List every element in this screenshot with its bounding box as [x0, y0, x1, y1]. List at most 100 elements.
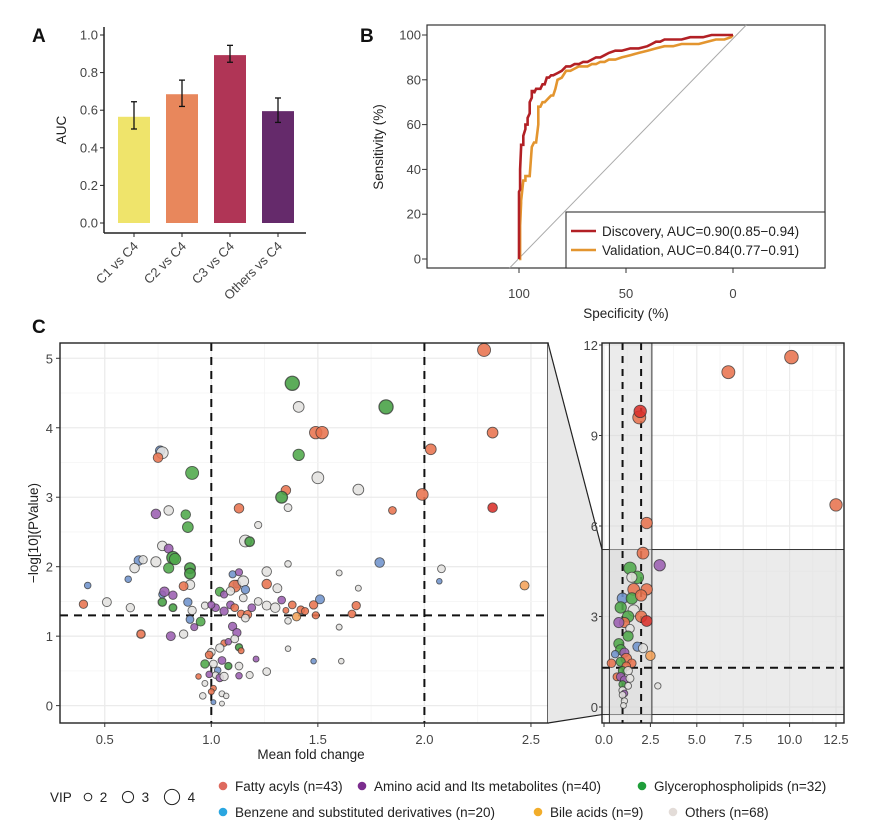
panel-b-y-axis-title: Sensitivity (%) — [371, 104, 386, 190]
panel-c-x-tick-label: 1.5 — [309, 732, 327, 747]
panel-c-inset-point-ot — [623, 666, 633, 676]
panel-c-point-gp — [284, 375, 300, 391]
panel-c-inset-point-fa — [829, 498, 843, 512]
panel-c-point-aa — [190, 623, 199, 632]
panel-c-point-fa — [152, 452, 164, 463]
panel-c-inset-y-tick-label: 12 — [584, 338, 598, 353]
panel-c-point-fa — [308, 600, 319, 610]
panel-c-inset-point-gp — [614, 601, 627, 614]
panel-c-point-ot — [272, 583, 283, 594]
panel-c-point-fa — [347, 609, 357, 619]
panel-c-y-tick-label: 5 — [46, 351, 53, 366]
panel-c-point-ot — [209, 659, 218, 669]
vip-legend-label: 4 — [188, 790, 196, 805]
panel-c-point-ot — [352, 483, 365, 496]
panel-c-inset-point-ot — [626, 571, 638, 583]
panel-a-y-tick-label: 0.2 — [80, 178, 98, 193]
panel-c-inset-point-ot — [620, 702, 627, 709]
panel-c-point-gp — [224, 661, 233, 671]
panel-c-point-ot — [222, 692, 230, 700]
panel-c-point-fa — [237, 647, 245, 655]
panel-label-b: B — [360, 26, 374, 47]
panel-c-point-ot — [241, 613, 250, 623]
panel-c-point-fa — [311, 611, 320, 620]
panel-c-inset-point-ba — [645, 650, 656, 661]
panel-c-point-fa — [261, 578, 272, 590]
panel-c-point-ot — [187, 605, 197, 616]
panel-b-x-tick-label: 0 — [729, 286, 736, 301]
panel-b-y-tick-label: 60 — [407, 117, 421, 132]
panel-c-point-ot — [234, 661, 244, 671]
legend-label-aa: Amino acid and Its metabolites (n=40) — [374, 779, 601, 794]
panel-b-legend-label: Validation, AUC=0.84(0.77−0.91) — [602, 243, 799, 258]
panel-c-inset-point-fa — [640, 516, 653, 530]
panel-c-point-ot — [292, 401, 305, 413]
panel-c-point-gp — [275, 490, 289, 504]
panel-c-point-ot — [125, 603, 135, 613]
panel-c-point-aa — [252, 655, 260, 663]
panel-c-point-ot — [245, 671, 254, 680]
legend-swatch-aa — [357, 781, 367, 791]
panel-b-x-axis-title: Specificity (%) — [583, 306, 669, 321]
panel-b-roc-curve-discovery — [517, 33, 733, 259]
panel-c-point-fa — [351, 600, 361, 611]
panel-label-c: C — [32, 317, 46, 338]
panel-c-plot-frame — [59, 342, 549, 724]
panel-c-inset-chart: 0 3 6 9 12 0.0 2.5 5.0 7.5 10.0 12.5 — [547, 338, 849, 747]
panel-c-point-fa — [204, 650, 214, 660]
panel-c-x-tick-label: 2.0 — [415, 732, 433, 747]
panel-c-volcano-chart: Mean fold change −log[10](PValue) 0 1 2 3 4 5… — [26, 342, 549, 762]
panel-c-point-ot — [219, 671, 229, 682]
panel-c-point-fa — [178, 581, 189, 592]
panel-b-x-tick-label: 50 — [619, 286, 633, 301]
panel-c-point-fa — [301, 607, 310, 616]
legend-label-bz: Benzene and substituted derivatives (n=2… — [235, 805, 495, 820]
panel-a-y-tick-label: 1.0 — [80, 28, 98, 43]
panel-c-point-bz — [83, 581, 92, 590]
panel-a-y-axis-title: AUC — [54, 116, 69, 145]
panel-c-inset-point-aa — [653, 559, 666, 572]
panel-c-point-bz — [210, 699, 217, 706]
vip-legend-circle — [121, 790, 135, 804]
panel-c-legend: VIP 2 3 4 Fatty acyls (n=43) Amino acid and … — [50, 779, 826, 820]
panel-a-bar — [166, 94, 198, 223]
panel-c-point-bz — [315, 594, 325, 605]
vip-legend-label: 3 — [142, 790, 150, 805]
panel-a-bar — [118, 116, 150, 223]
panel-c-point-aa — [219, 606, 229, 616]
panel-c-y-axis-title: −log[10](PValue) — [26, 483, 41, 583]
panel-b-legend-label: Discovery, AUC=0.90(0.85−0.94) — [602, 224, 799, 239]
panel-c-point-aa — [234, 568, 244, 577]
panel-c-point-gp — [292, 448, 305, 461]
panel-c-point-ot — [178, 629, 189, 639]
panel-b-roc-curve-validation — [518, 34, 734, 261]
panel-c-inset-point-ot — [624, 682, 632, 690]
panel-c-inset-point-fa — [634, 589, 648, 602]
panel-c-inset-y-tick-label: 6 — [591, 519, 598, 534]
legend-label-fa: Fatty acyls (n=43) — [235, 779, 343, 794]
panel-c-y-tick-label: 0 — [46, 699, 53, 714]
panel-c-point-ot — [225, 586, 236, 596]
panel-b-reference-diagonal — [509, 24, 747, 269]
panel-c-inset-frame — [601, 342, 845, 724]
panel-a-x-tick-label: C1 vs C4 — [93, 239, 141, 287]
panel-c-point-ba — [291, 612, 302, 622]
panel-c-point-gp — [182, 521, 194, 533]
panel-c-inset-x-tick-label: 0.0 — [595, 732, 613, 747]
panel-c-point-ot — [284, 617, 292, 625]
panel-c-y-tick-label: 2 — [46, 560, 53, 575]
panel-c-inset-point-fa — [606, 658, 617, 669]
panel-c-inset-x-tick-label: 7.5 — [734, 732, 752, 747]
panel-c-inset-x-tick-label: 10.0 — [777, 732, 802, 747]
panel-c-point-aa — [227, 621, 238, 632]
panel-c-point-fa — [487, 502, 498, 513]
panel-c-point-fa — [195, 673, 202, 680]
panel-c-zoom-connector-top — [547, 342, 603, 550]
panel-c-point-ot — [269, 602, 281, 613]
panel-c-point-gp — [185, 465, 200, 480]
panel-a-y-tick-label: 0.4 — [80, 140, 98, 155]
panel-c-inset-point-fa — [784, 349, 799, 365]
panel-a-x-tick-label: C3 vs C4 — [189, 239, 237, 287]
panel-c-point-aa — [205, 670, 213, 679]
